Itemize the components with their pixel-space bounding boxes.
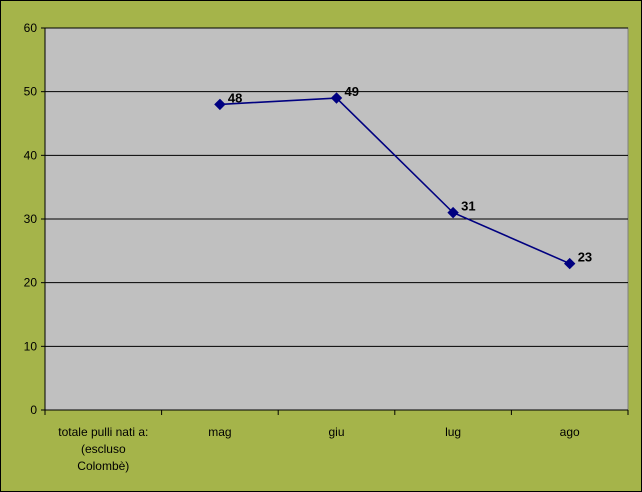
x-tick-label-1: mag bbox=[208, 425, 231, 439]
data-point-1 bbox=[214, 98, 226, 111]
data-label-3: 31 bbox=[461, 199, 475, 214]
series-line-0 bbox=[219, 97, 571, 265]
x-tick-label-2: giu bbox=[328, 425, 344, 439]
x-tick-label-0: totale pulli nati a: (escluso Colombè) bbox=[58, 425, 148, 473]
y-tick-label-2: 20 bbox=[24, 276, 38, 290]
x-tick-label-3: lug bbox=[445, 425, 461, 439]
x-tick-label-line: totale pulli nati a: bbox=[58, 425, 148, 439]
x-tick-label-line: ago bbox=[560, 425, 580, 439]
x-tick-label-line: giu bbox=[328, 425, 344, 439]
gridlines bbox=[45, 27, 628, 347]
series bbox=[214, 92, 576, 270]
labels: 0 10 20 30 40 50 60 totale pulli nati a: (esclus… bbox=[24, 21, 593, 473]
data-label-1: 48 bbox=[228, 90, 242, 105]
x-tick-label-line: mag bbox=[208, 425, 231, 439]
data-point-4 bbox=[563, 257, 576, 270]
data-point-3 bbox=[447, 206, 459, 219]
x-tick-label-line: lug bbox=[445, 425, 461, 439]
y-tick-label-3: 30 bbox=[24, 212, 38, 226]
x-tick-label-line: (escluso bbox=[81, 442, 126, 456]
y-tick-label-4: 40 bbox=[24, 148, 38, 162]
axes bbox=[41, 27, 629, 415]
y-tick-label-1: 10 bbox=[24, 339, 38, 353]
y-tick-label-5: 50 bbox=[24, 85, 38, 99]
data-point-2 bbox=[330, 92, 343, 104]
y-tick-label-6: 60 bbox=[24, 21, 38, 35]
x-tick-label-line: Colombè) bbox=[77, 459, 129, 473]
x-tick-label-4: ago bbox=[560, 425, 580, 439]
data-label-4: 23 bbox=[578, 250, 592, 265]
data-label-2: 49 bbox=[345, 84, 359, 99]
y-tick-label-0: 0 bbox=[30, 403, 37, 417]
